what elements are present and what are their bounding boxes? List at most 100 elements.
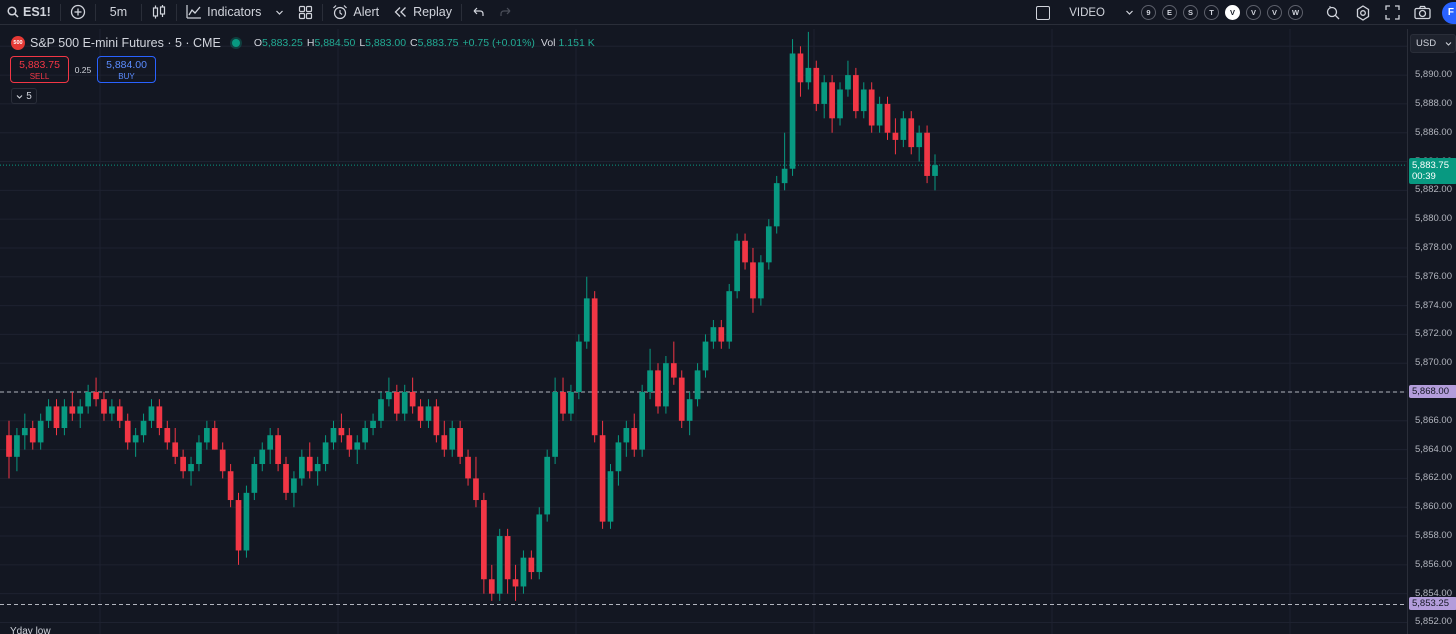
video-button-t[interactable]: T (1204, 5, 1219, 20)
video-button-v-active[interactable]: V (1225, 5, 1240, 20)
candle (61, 399, 68, 436)
candle (647, 348, 653, 400)
undo-button[interactable] (464, 0, 492, 25)
checkbox-icon (1036, 5, 1051, 20)
video-button-v[interactable]: V (1267, 5, 1282, 20)
candle (734, 233, 740, 299)
video-button-9[interactable]: 9 (1141, 5, 1156, 20)
video-dropdown-button[interactable] (1121, 0, 1138, 25)
market-open-icon[interactable] (231, 39, 240, 47)
candle (140, 413, 147, 443)
candle-body (686, 399, 693, 421)
redo-button[interactable] (492, 0, 520, 25)
candle (417, 399, 424, 429)
candle-body (77, 406, 84, 414)
video-button-s[interactable]: S (1183, 5, 1198, 20)
candle-body (884, 103, 891, 133)
candle (409, 377, 416, 414)
candle (583, 276, 590, 349)
price-tick-label: 5,854.00 (1415, 587, 1452, 599)
interval-button[interactable]: 5m (98, 0, 139, 25)
indicators-icon (186, 5, 202, 19)
candle (726, 283, 733, 349)
candle-body (544, 456, 551, 515)
candle-body (69, 406, 76, 414)
candle-body (433, 406, 440, 436)
candle (21, 413, 28, 450)
candle (401, 384, 408, 421)
trade-panel: 5,883.75 SELL 0.25 5,884.00 BUY (10, 56, 156, 83)
indicators-collapse-button[interactable]: 5 (11, 88, 37, 104)
replay-button[interactable]: Replay (386, 0, 459, 25)
price-tick-label: 5,858.00 (1415, 530, 1452, 542)
buy-button[interactable]: 5,884.00 BUY (97, 56, 156, 83)
candle (132, 428, 139, 457)
candle-body (378, 399, 384, 421)
candle-body (61, 406, 68, 429)
candle-body (132, 435, 139, 443)
candle (386, 377, 392, 407)
candle (781, 132, 788, 191)
alert-button[interactable]: Alert (325, 0, 386, 25)
candle-body (631, 428, 638, 450)
candle-body (512, 579, 519, 587)
video-button-w[interactable]: W (1288, 5, 1303, 20)
price-tick-label: 5,888.00 (1415, 97, 1452, 109)
candle (180, 449, 186, 479)
snapshot-button[interactable] (1407, 0, 1438, 25)
candlestick-chart[interactable] (0, 29, 1407, 634)
compare-symbol-button[interactable] (63, 0, 93, 25)
sell-button[interactable]: 5,883.75 SELL (10, 56, 69, 83)
candle (900, 111, 907, 148)
indicators-menu-button[interactable] (268, 0, 291, 25)
candle (267, 428, 274, 465)
profile-button[interactable]: F (1442, 1, 1456, 24)
symbol-search-button[interactable]: ES1! (0, 0, 58, 25)
currency-select[interactable]: USD (1410, 34, 1456, 53)
symbol-title[interactable]: S&P 500 E-mini Futures · 5 · CME (30, 36, 221, 50)
candle-body (21, 428, 28, 436)
candle (148, 399, 155, 429)
candle-body (322, 442, 329, 465)
fullscreen-toggle-checkbox[interactable] (1029, 0, 1057, 25)
divider (322, 3, 324, 21)
candle-body (449, 428, 456, 450)
fullscreen-button[interactable] (1378, 0, 1407, 25)
price-tick-label: 5,880.00 (1415, 213, 1452, 225)
chart-type-button[interactable] (144, 0, 174, 25)
candle-body (93, 392, 99, 400)
price-tick-label: 5,882.00 (1415, 184, 1452, 196)
quick-search-button[interactable] (1318, 0, 1348, 25)
candle (528, 550, 535, 580)
candles-icon (153, 5, 166, 19)
candle (710, 319, 717, 349)
close-value: 5,883.75 (417, 37, 459, 49)
candle (568, 384, 574, 421)
chevron-down-icon (16, 94, 23, 99)
candle-body (900, 118, 907, 140)
toolbar-right: VIDEO 9 E S T V V V W F (1029, 0, 1456, 25)
candle (29, 420, 36, 450)
candle-body (298, 456, 305, 479)
settings-button[interactable] (1348, 0, 1378, 25)
candle-body (370, 420, 376, 429)
candle (860, 82, 867, 119)
price-axis[interactable]: 5,852.00 5,854.00 5,856.00 5,858.00 5,860.00… (1407, 29, 1456, 634)
video-button-v[interactable]: V (1246, 5, 1261, 20)
indicators-button[interactable]: Indicators (179, 0, 268, 25)
video-button-e[interactable]: E (1162, 5, 1177, 20)
candle-body (663, 363, 669, 407)
interval-label: 5m (109, 5, 128, 19)
level-price-tag: 5,853.25 (1409, 597, 1456, 611)
candle (235, 492, 242, 565)
layouts-button[interactable] (291, 0, 320, 25)
candle-body (330, 428, 337, 443)
search-spark-icon (1326, 5, 1340, 19)
candle-body (441, 435, 448, 450)
candle (53, 399, 60, 436)
candle-body (124, 420, 131, 443)
candle-body (164, 428, 171, 443)
candle (797, 46, 804, 97)
candle (370, 413, 376, 436)
sp500-logo-icon: 500 (11, 36, 25, 50)
